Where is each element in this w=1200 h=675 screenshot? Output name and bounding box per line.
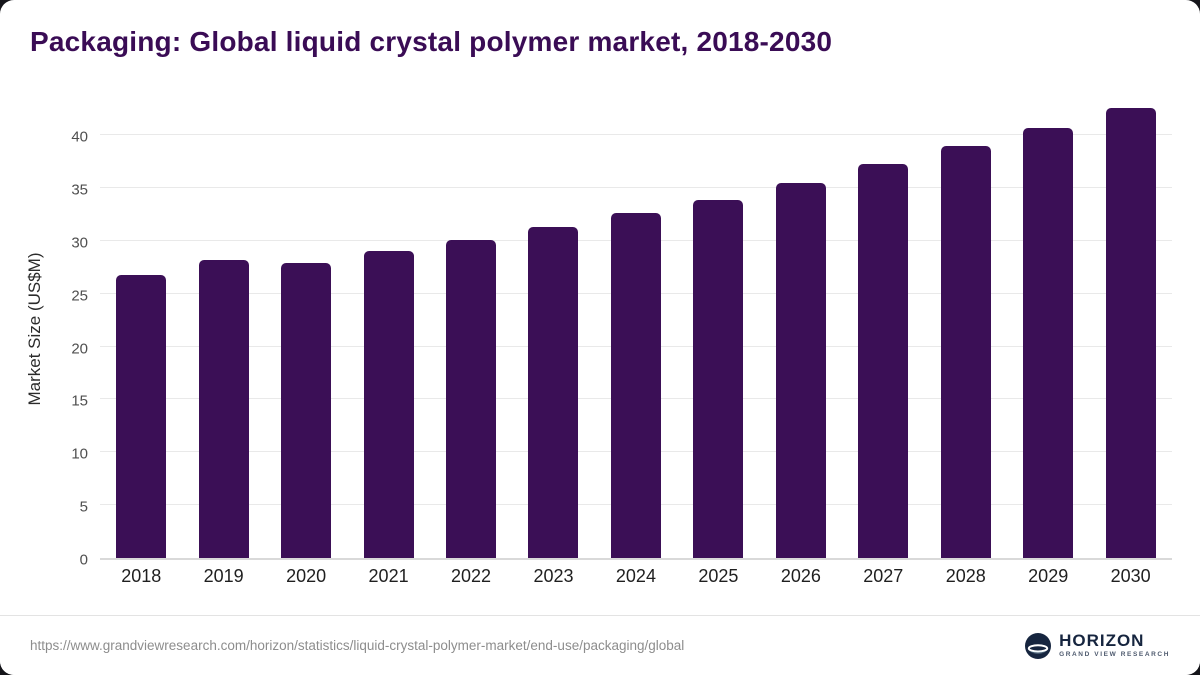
x-tick-label: 2029	[1028, 566, 1069, 586]
plot-area	[100, 98, 1172, 560]
logo-subtitle: GRAND VIEW RESEARCH	[1059, 651, 1170, 659]
x-tick-label: 2024	[615, 566, 656, 586]
x-axis-labels: 2018 2019 2020 2021 2022 2023 2024 2025 2026 2027…	[100, 566, 1172, 587]
y-tick-label: 0	[79, 551, 88, 569]
x-tick-label: 2023	[533, 566, 574, 586]
bar-2024	[610, 213, 661, 558]
x-tick-label: 2025	[698, 566, 739, 586]
bar-2021	[363, 251, 414, 558]
y-tick-label: 15	[71, 392, 88, 410]
bar-2018	[116, 275, 167, 558]
gridline	[100, 134, 1172, 136]
x-tick-label: 2018	[121, 566, 162, 586]
x-tick-label: 2022	[451, 566, 492, 586]
bar-chart: Market Size (US$M) 0 5 10 15 20 25 30 35 40	[18, 98, 1172, 569]
horizon-logo-icon	[1025, 632, 1052, 659]
x-tick-label: 2030	[1110, 566, 1151, 586]
x-tick-label: 2021	[368, 566, 409, 586]
logo-text: HORIZON GRAND VIEW RESEARCH	[1059, 632, 1170, 659]
gridline	[100, 186, 1172, 188]
y-tick-label: 30	[71, 234, 88, 252]
logo-title: HORIZON	[1059, 631, 1145, 651]
y-tick-label: 20	[71, 340, 88, 358]
bar-2030	[1105, 108, 1156, 558]
x-tick-label: 2028	[945, 566, 986, 586]
y-axis-title: Market Size (US$M)	[25, 252, 44, 406]
x-tick-label: 2026	[780, 566, 821, 586]
x-tick-label: 2027	[863, 566, 904, 586]
y-tick-label: 25	[71, 287, 88, 305]
bars-group	[100, 98, 1172, 558]
y-tick-label: 10	[71, 445, 88, 463]
y-axis-ticks: 0 5 10 15 20 25 30 35 40	[52, 98, 100, 569]
bar-2023	[528, 227, 579, 558]
bar-2026	[775, 183, 826, 558]
bar-2029	[1023, 128, 1074, 558]
bar-2020	[281, 263, 332, 558]
y-tick-label: 40	[71, 128, 88, 146]
bar-2022	[446, 240, 497, 558]
chart-title: Packaging: Global liquid crystal polymer…	[30, 26, 833, 57]
bar-2027	[858, 164, 909, 558]
source-url: https://www.grandviewresearch.com/horizo…	[30, 638, 685, 653]
bar-2025	[693, 200, 744, 558]
footer: https://www.grandviewresearch.com/horizo…	[0, 615, 1200, 675]
bar-2019	[198, 260, 249, 558]
x-tick-label: 2020	[286, 566, 327, 586]
y-tick-label: 35	[71, 181, 88, 199]
y-axis: Market Size (US$M)	[18, 98, 52, 560]
bar-2028	[940, 146, 991, 558]
x-tick-label: 2019	[203, 566, 244, 586]
horizon-logo: HORIZON GRAND VIEW RESEARCH	[1025, 632, 1170, 659]
y-tick-label: 5	[79, 498, 88, 516]
